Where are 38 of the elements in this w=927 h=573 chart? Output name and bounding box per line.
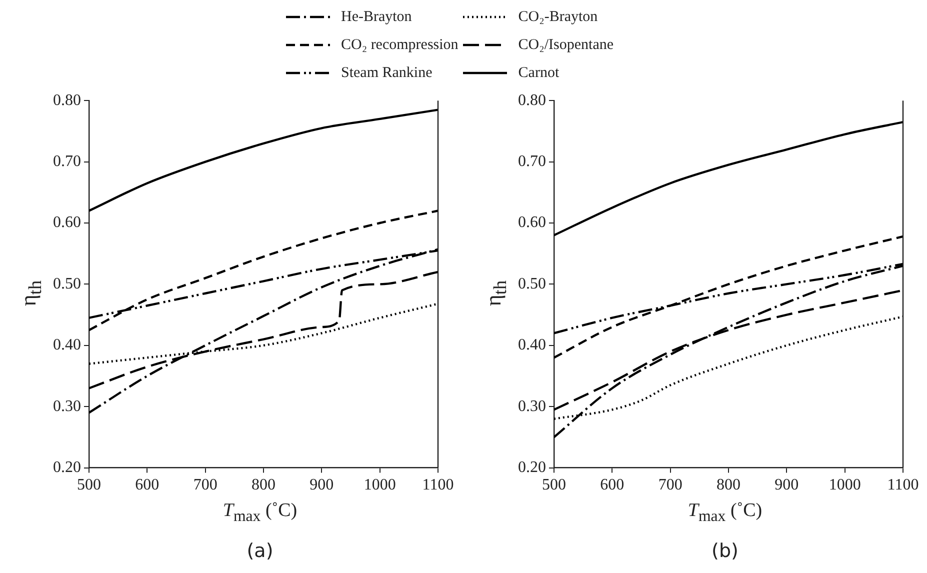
y-tick-label: 0.80 [518,92,546,109]
x-tick-label: 700 [193,476,218,494]
x-tick-label: 1100 [422,476,454,494]
y-tick-label: 0.50 [518,275,546,292]
y-tick-label: 0.20 [518,459,546,476]
y-tick-label: 0.60 [53,214,81,232]
text: (a) [246,540,274,562]
y-tick-label: 0.30 [518,398,546,415]
legend-label: CO₂/Isopentane [518,36,614,54]
y-tick-label: 0.40 [53,336,81,354]
x-tick-label: 1000 [364,476,396,494]
x-axis-title: T$_{max}$ (˚C) [686,500,764,526]
x-tick-label: 1000 [828,476,861,494]
x-tick-label: 1100 [887,476,919,494]
x-tick-label: 900 [310,476,334,494]
x-tick-label: 700 [658,476,682,494]
y-tick-label: 0.70 [518,153,546,170]
x-tick-label: 900 [774,476,799,494]
y-tick-label: 0.30 [53,398,81,415]
y-tick-label: 0.70 [53,153,81,170]
x-tick-label: 500 [542,476,566,494]
legend-label: Carnot [518,64,560,82]
legend-label: He-Brayton [341,8,412,26]
text: (b) [710,540,740,562]
legend-label: CO₂-Brayton [518,8,598,26]
legend-label: CO₂ recompression [341,36,458,54]
y-tick-label: 0.20 [53,459,81,476]
y-tick-label: 0.80 [53,92,81,109]
x-tick-label: 800 [252,476,276,494]
y-tick-label: 0.60 [518,214,546,232]
x-tick-label: 800 [716,476,740,494]
x-tick-label: 500 [77,476,101,494]
legend-label: Steam Rankine [341,64,432,82]
x-tick-label: 600 [135,476,160,494]
x-axis-title: T$_{max}$ (˚C) [222,500,298,526]
x-tick-label: 600 [600,476,624,494]
y-tick-label: 0.40 [518,336,546,354]
y-tick-label: 0.50 [53,275,81,292]
